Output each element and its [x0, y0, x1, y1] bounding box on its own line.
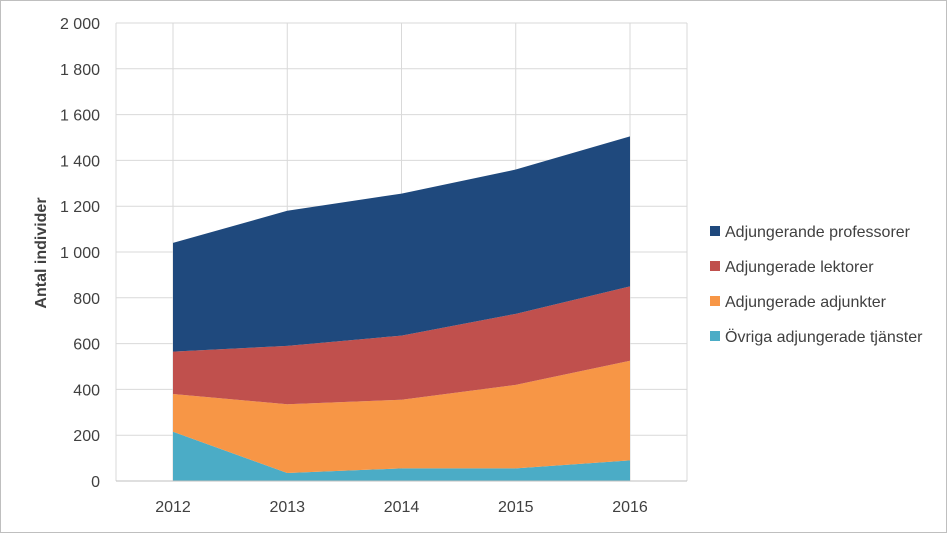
y-tick-label: 600 [73, 337, 100, 354]
y-tick-label: 1 200 [60, 199, 100, 216]
legend-swatch [710, 226, 720, 236]
area-adjungerade-lektorer [173, 286, 630, 405]
legend-swatch [710, 331, 720, 341]
y-tick-label: 1 800 [60, 62, 100, 79]
legend-label: Övriga adjungerade tjänster [725, 328, 923, 346]
legend-label: Adjungerande professorer [725, 224, 911, 241]
x-tick-label: 2012 [155, 499, 191, 516]
y-tick-label: 2 000 [60, 16, 100, 33]
x-tick-labels: 2012 2013 2014 2015 2016 [155, 499, 648, 516]
area-series [173, 136, 630, 481]
y-tick-label: 1 600 [60, 108, 100, 125]
y-tick-label: 800 [73, 291, 100, 308]
x-tick-label: 2015 [498, 499, 534, 516]
y-tick-label: 400 [73, 382, 100, 399]
y-tick-label: 0 [91, 474, 100, 491]
x-tick-label: 2016 [612, 499, 648, 516]
x-tick-label: 2013 [269, 499, 305, 516]
legend-swatch [710, 261, 720, 271]
x-tick-label: 2014 [384, 499, 420, 516]
legend-label: Adjungerade lektorer [725, 259, 874, 276]
y-tick-label: 200 [73, 428, 100, 445]
y-tick-label: 1 400 [60, 153, 100, 170]
legend-swatch [710, 296, 720, 306]
legend-label: Adjungerade adjunkter [725, 294, 887, 311]
y-tick-label: 1 000 [60, 245, 100, 262]
area-adjungerande-professorer [173, 136, 630, 352]
y-tick-labels: 0 200 400 600 800 1 000 1 200 1 400 1 600 1 800 2 … [60, 16, 100, 491]
y-axis-label: Antal individer [33, 197, 50, 308]
area-adjungerade-adjunkter [173, 360, 630, 473]
legend: Adjungerande professorer Adjungerade lekt… [710, 224, 923, 346]
area-övriga-adjungerade-tjänster [173, 431, 630, 481]
